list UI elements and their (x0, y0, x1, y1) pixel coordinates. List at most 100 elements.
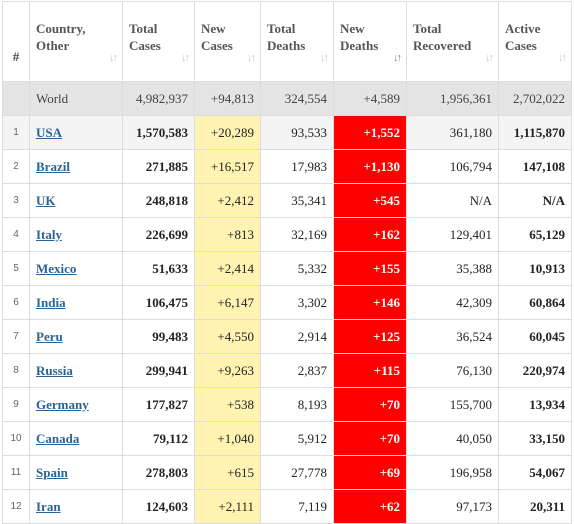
new-cases-cell: +1,040 (194, 421, 261, 456)
new-cases-cell: +9,263 (194, 353, 261, 388)
total-deaths-cell: 5,332 (260, 251, 334, 286)
total-deaths-cell: 2,837 (260, 353, 334, 388)
country-link[interactable]: Canada (36, 430, 80, 446)
country-link[interactable]: Italy (36, 226, 62, 242)
col-header-active-cases-line1: Active (505, 21, 541, 36)
sort-arrows-icon[interactable]: ↓↑ (181, 52, 190, 64)
total-deaths-cell: 93,533 (260, 115, 334, 150)
col-header-new-deaths[interactable]: New Deaths ↓↑ (333, 1, 407, 82)
country-cell: Italy (29, 217, 123, 252)
table-row: 11 Spain 278,803 +615 27,778 +69 196,958 54,067 (2, 455, 572, 490)
active-cases-cell: 220,974 (498, 353, 572, 388)
new-deaths-cell: +69 (333, 455, 407, 490)
col-header-index[interactable]: # (2, 1, 30, 82)
col-header-country-line1: Country, (36, 21, 86, 36)
row-index: 5 (2, 251, 30, 286)
country-link[interactable]: Russia (36, 362, 73, 378)
col-header-new-deaths-line1: New (340, 21, 365, 36)
country-cell: Brazil (29, 149, 123, 184)
total-cases-cell: 226,699 (122, 217, 195, 252)
total-recovered-cell: 35,388 (406, 251, 499, 286)
row-index: 12 (2, 489, 30, 524)
total-cases-cell: 271,885 (122, 149, 195, 184)
new-cases-cell: +615 (194, 455, 261, 490)
total-cases-cell: 248,818 (122, 183, 195, 218)
col-header-total-cases-line1: Total (129, 21, 158, 36)
new-cases-cell: +538 (194, 387, 261, 422)
col-header-new-cases-line2: Cases (201, 38, 233, 53)
sort-arrows-icon[interactable]: ↓↑ (247, 52, 256, 64)
active-cases-cell: 13,934 (498, 387, 572, 422)
world-label: World (29, 81, 123, 116)
total-cases-cell: 79,112 (122, 421, 195, 456)
total-cases-cell: 278,803 (122, 455, 195, 490)
country-link[interactable]: India (36, 294, 66, 310)
sort-arrows-icon[interactable]: ↓↑ (485, 52, 494, 64)
new-cases-cell: +813 (194, 217, 261, 252)
col-header-index-label: # (12, 49, 20, 64)
country-cell: USA (29, 115, 123, 150)
col-header-active-cases-line2: Cases (505, 38, 537, 53)
active-cases-cell: 60,864 (498, 285, 572, 320)
country-link[interactable]: Spain (36, 464, 68, 480)
active-cases-cell: 20,311 (498, 489, 572, 524)
active-cases-cell: 1,115,870 (498, 115, 572, 150)
total-recovered-cell: 76,130 (406, 353, 499, 388)
total-deaths-cell: 27,778 (260, 455, 334, 490)
col-header-new-cases-line1: New (201, 21, 226, 36)
country-cell: Canada (29, 421, 123, 456)
table-row: 3 UK 248,818 +2,412 35,341 +545 N/A N/A (2, 183, 572, 218)
new-deaths-cell: +115 (333, 353, 407, 388)
country-link[interactable]: UK (36, 192, 56, 208)
col-header-new-cases[interactable]: New Cases ↓↑ (194, 1, 261, 82)
new-cases-cell: +2,111 (194, 489, 261, 524)
table-row: 1 USA 1,570,583 +20,289 93,533 +1,552 361,180 1… (2, 115, 572, 150)
country-link[interactable]: Mexico (36, 260, 77, 276)
country-cell: Iran (29, 489, 123, 524)
total-recovered-cell: 106,794 (406, 149, 499, 184)
sort-active-icon[interactable]: ↓↑ (393, 52, 402, 64)
table-row: 9 Germany 177,827 +538 8,193 +70 155,700 13,934 (2, 387, 572, 422)
col-header-total-deaths[interactable]: Total Deaths ↓↑ (260, 1, 334, 82)
world-total-row: World 4,982,937 +94,813 324,554 +4,589 1… (2, 81, 572, 116)
new-deaths-cell: +162 (333, 217, 407, 252)
world-total-cases: 4,982,937 (122, 81, 195, 116)
col-header-country[interactable]: Country, Other ↓↑ (29, 1, 123, 82)
row-index: 8 (2, 353, 30, 388)
new-cases-cell: +2,412 (194, 183, 261, 218)
sort-arrows-icon[interactable]: ↓↑ (320, 52, 329, 64)
active-cases-cell: 65,129 (498, 217, 572, 252)
country-link[interactable]: USA (36, 124, 63, 140)
active-cases-cell: 147,108 (498, 149, 572, 184)
active-cases-cell: N/A (498, 183, 572, 218)
total-recovered-cell: 97,173 (406, 489, 499, 524)
col-header-total-recovered[interactable]: Total Recovered ↓↑ (406, 1, 499, 82)
country-cell: Mexico (29, 251, 123, 286)
active-cases-cell: 60,045 (498, 319, 572, 354)
sort-arrows-icon[interactable]: ↓↑ (109, 52, 118, 64)
total-deaths-cell: 8,193 (260, 387, 334, 422)
new-cases-cell: +20,289 (194, 115, 261, 150)
country-link[interactable]: Peru (36, 328, 63, 344)
country-link[interactable]: Germany (36, 396, 89, 412)
new-deaths-cell: +1,552 (333, 115, 407, 150)
header-row: # Country, Other ↓↑ Total Cases ↓↑ New C… (2, 1, 572, 82)
sort-arrows-icon[interactable]: ↓↑ (558, 52, 567, 64)
country-cell: Russia (29, 353, 123, 388)
total-recovered-cell: 129,401 (406, 217, 499, 252)
new-deaths-cell: +1,130 (333, 149, 407, 184)
country-link[interactable]: Iran (36, 498, 61, 514)
table-row: 12 Iran 124,603 +2,111 7,119 +62 97,173 20,311 (2, 489, 572, 524)
new-cases-cell: +2,414 (194, 251, 261, 286)
col-header-total-cases[interactable]: Total Cases ↓↑ (122, 1, 195, 82)
row-index: 3 (2, 183, 30, 218)
total-recovered-cell: 42,309 (406, 285, 499, 320)
col-header-total-cases-line2: Cases (129, 38, 161, 53)
new-cases-cell: +6,147 (194, 285, 261, 320)
col-header-active-cases[interactable]: Active Cases ↓↑ (498, 1, 572, 82)
country-link[interactable]: Brazil (36, 158, 70, 174)
row-index: 10 (2, 421, 30, 456)
table-row: 2 Brazil 271,885 +16,517 17,983 +1,130 106,794… (2, 149, 572, 184)
country-cell: India (29, 285, 123, 320)
